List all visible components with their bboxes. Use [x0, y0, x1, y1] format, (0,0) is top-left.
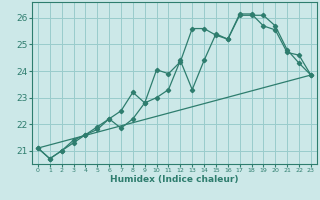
- X-axis label: Humidex (Indice chaleur): Humidex (Indice chaleur): [110, 175, 239, 184]
